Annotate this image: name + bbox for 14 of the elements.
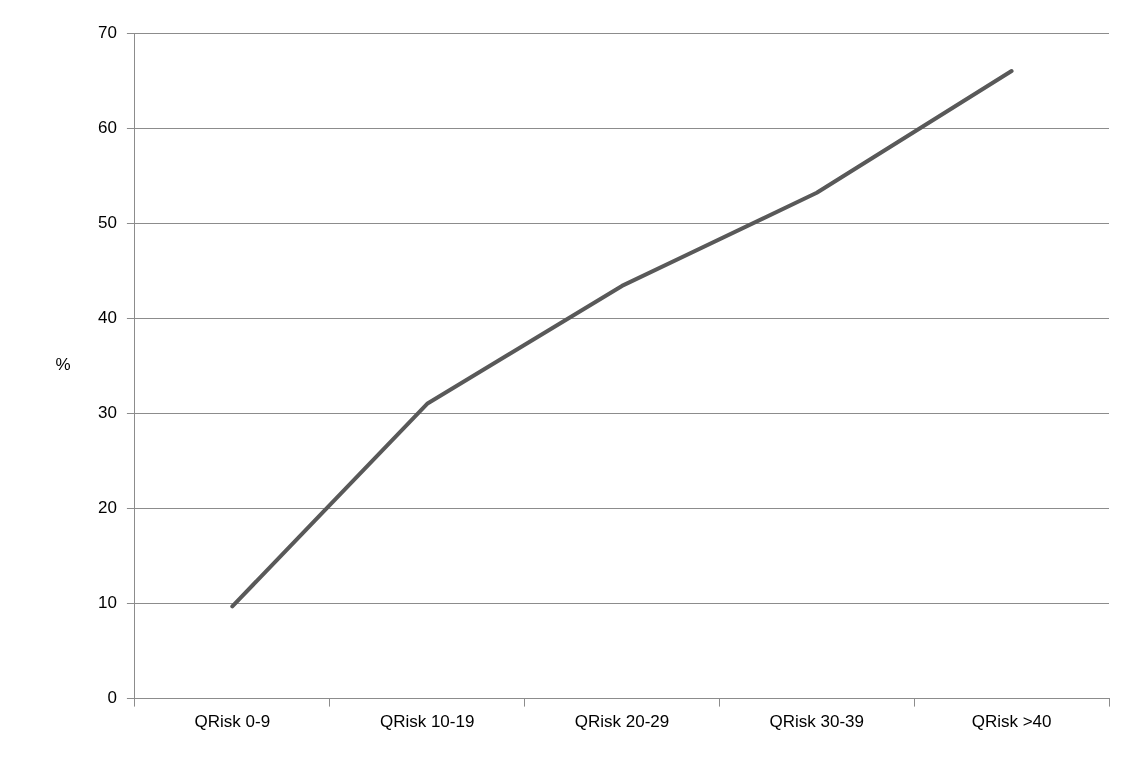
y-tick-label: 40 [97, 307, 117, 327]
y-tick-label: 70 [97, 22, 117, 42]
y-tick-label: 10 [97, 593, 117, 613]
y-axis-title: % [55, 355, 71, 375]
x-tick-label: QRisk 30-39 [769, 712, 865, 732]
y-tick-label: 20 [97, 498, 117, 518]
y-tick-label: 60 [97, 117, 117, 137]
x-tick-label: QRisk 20-29 [574, 712, 670, 732]
y-tick-label: 50 [97, 212, 117, 232]
x-tick-label: QRisk 10-19 [379, 712, 475, 732]
y-tick-label: 0 [107, 688, 117, 708]
x-tick-label: QRisk 0-9 [194, 712, 271, 732]
x-tick-label: QRisk >40 [971, 712, 1052, 732]
y-tick-label: 30 [97, 403, 117, 423]
